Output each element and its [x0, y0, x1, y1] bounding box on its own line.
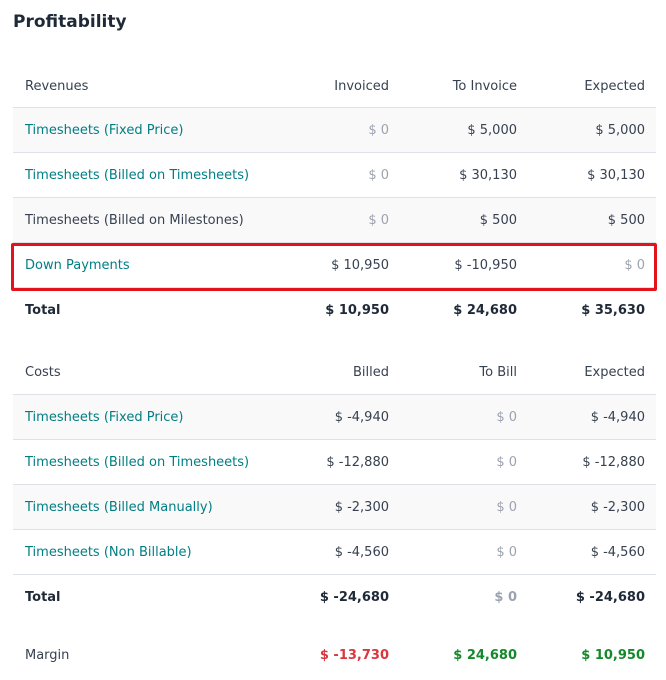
total-expected: $ -24,680 — [575, 590, 645, 605]
cost-link-fixed-price[interactable]: Timesheets (Fixed Price) — [25, 409, 184, 425]
to-bill-value: $ 0 — [496, 544, 517, 560]
expected-column-header: Expected — [584, 79, 645, 94]
margin-table: Margin $ -13,730 $ 24,680 $ 10,950 — [13, 633, 656, 678]
margin-row: Margin $ -13,730 $ 24,680 $ 10,950 — [13, 633, 656, 678]
costs-total-row: Total $ -24,680 $ 0 $ -24,680 — [13, 575, 656, 620]
margin-label: Margin — [25, 648, 70, 663]
expected-value: $ -4,560 — [590, 544, 645, 560]
table-row: Timesheets (Billed on Timesheets) $ 0 $ … — [13, 153, 656, 198]
costs-header-row: Costs Billed To Bill Expected — [13, 351, 656, 395]
to-invoice-column-header: To Invoice — [452, 79, 517, 94]
expected-value: $ 30,130 — [587, 167, 645, 183]
total-to-invoice: $ 24,680 — [453, 303, 517, 318]
table-row: Timesheets (Fixed Price) $ -4,940 $ 0 $ … — [13, 395, 656, 440]
total-invoiced: $ 10,950 — [325, 303, 389, 318]
expected-column-header: Expected — [584, 365, 645, 380]
revenues-total-row: Total $ 10,950 $ 24,680 $ 35,630 — [13, 288, 656, 333]
total-billed: $ -24,680 — [319, 590, 389, 605]
margin-billed: $ -13,730 — [319, 648, 389, 663]
revenue-link-billed-on-timesheets[interactable]: Timesheets (Billed on Timesheets) — [25, 167, 250, 183]
billed-value: $ -12,880 — [326, 454, 389, 470]
costs-table: Costs Billed To Bill Expected Timesheets… — [13, 351, 656, 620]
table-row: Timesheets (Billed on Timesheets) $ -12,… — [13, 440, 656, 485]
revenues-header-label: Revenues — [25, 79, 89, 94]
margin-expected: $ 10,950 — [581, 648, 645, 663]
cost-link-billed-manually[interactable]: Timesheets (Billed Manually) — [25, 499, 213, 515]
table-row: Timesheets (Billed Manually) $ -2,300 $ … — [13, 485, 656, 530]
to-invoice-value: $ 500 — [479, 212, 517, 228]
cost-link-non-billable[interactable]: Timesheets (Non Billable) — [25, 544, 192, 560]
expected-value: $ 500 — [607, 212, 645, 228]
revenues-header-row: Revenues Invoiced To Invoice Expected — [13, 66, 656, 108]
margin-to-bill: $ 24,680 — [453, 648, 517, 663]
revenue-label-billed-on-milestones: Timesheets (Billed on Milestones) — [25, 212, 244, 228]
invoiced-column-header: Invoiced — [334, 79, 389, 94]
expected-value: $ -2,300 — [590, 499, 645, 515]
to-bill-value: $ 0 — [496, 454, 517, 470]
billed-column-header: Billed — [352, 365, 389, 380]
revenue-link-fixed-price[interactable]: Timesheets (Fixed Price) — [25, 122, 184, 138]
cost-link-billed-on-timesheets[interactable]: Timesheets (Billed on Timesheets) — [25, 454, 250, 470]
billed-value: $ -2,300 — [334, 499, 389, 515]
invoiced-value: $ 0 — [368, 122, 389, 138]
total-to-bill: $ 0 — [494, 590, 517, 605]
expected-value: $ -12,880 — [582, 454, 645, 470]
total-expected: $ 35,630 — [581, 303, 645, 318]
billed-value: $ -4,560 — [334, 544, 389, 560]
table-row: Down Payments $ 10,950 $ -10,950 $ 0 — [13, 243, 656, 288]
total-label: Total — [25, 303, 61, 318]
table-row: Timesheets (Fixed Price) $ 0 $ 5,000 $ 5… — [13, 108, 656, 153]
to-invoice-value: $ 5,000 — [467, 122, 517, 138]
table-row: Timesheets (Non Billable) $ -4,560 $ 0 $… — [13, 530, 656, 575]
expected-value: $ 0 — [624, 257, 645, 273]
billed-value: $ -4,940 — [334, 409, 389, 425]
to-bill-column-header: To Bill — [479, 365, 517, 380]
to-invoice-value: $ -10,950 — [454, 257, 517, 273]
page-title: Profitability — [13, 12, 127, 32]
expected-value: $ -4,940 — [590, 409, 645, 425]
revenues-table: Revenues Invoiced To Invoice Expected Ti… — [13, 66, 656, 333]
expected-value: $ 5,000 — [595, 122, 645, 138]
to-bill-value: $ 0 — [496, 409, 517, 425]
to-invoice-value: $ 30,130 — [459, 167, 517, 183]
total-label: Total — [25, 590, 61, 605]
to-bill-value: $ 0 — [496, 499, 517, 515]
invoiced-value: $ 0 — [368, 212, 389, 228]
table-row: Timesheets (Billed on Milestones) $ 0 $ … — [13, 198, 656, 243]
costs-header-label: Costs — [25, 365, 61, 380]
invoiced-value: $ 10,950 — [331, 257, 389, 273]
invoiced-value: $ 0 — [368, 167, 389, 183]
revenue-link-down-payments[interactable]: Down Payments — [25, 257, 130, 273]
